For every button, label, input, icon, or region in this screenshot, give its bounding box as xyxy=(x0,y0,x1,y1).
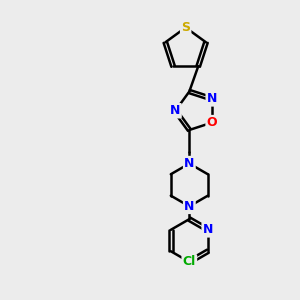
Text: Cl: Cl xyxy=(183,255,196,268)
Text: N: N xyxy=(184,200,194,213)
Text: N: N xyxy=(184,157,194,170)
Text: N: N xyxy=(170,104,181,117)
Text: O: O xyxy=(207,116,217,129)
Text: S: S xyxy=(181,21,190,34)
Text: N: N xyxy=(203,223,213,236)
Text: N: N xyxy=(207,92,217,105)
